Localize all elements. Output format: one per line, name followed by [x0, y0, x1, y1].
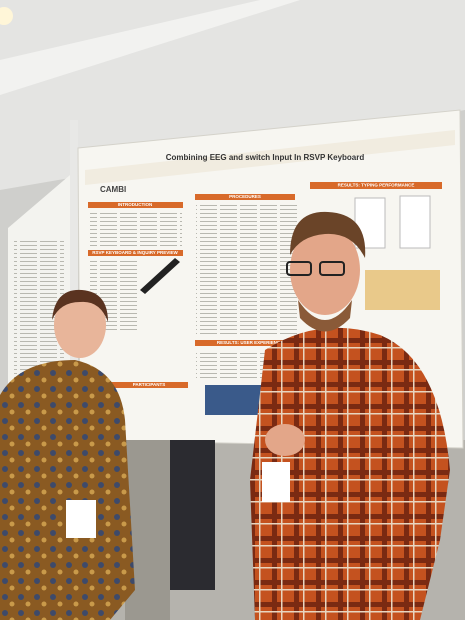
ceiling-light — [0, 7, 13, 25]
man-shirt — [250, 327, 450, 620]
section-title: RESULTS: USER EXPERIENCE — [217, 340, 283, 345]
poster-logo: CAMBI — [100, 185, 126, 194]
section-header — [195, 340, 305, 346]
glasses — [286, 261, 312, 276]
poster-title: Combining EEG and switch Input In RSVP K… — [166, 153, 365, 162]
name-badge — [66, 500, 96, 538]
section-title: RESULTS: TYPING PERFORMANCE — [338, 183, 415, 188]
poster-figure — [140, 258, 180, 294]
poster-table — [365, 270, 440, 310]
section-header — [88, 202, 183, 208]
poster-text — [196, 204, 300, 334]
man-hand — [265, 424, 305, 456]
poster-chart — [399, 195, 431, 249]
man-beard — [298, 300, 352, 332]
section-header — [88, 250, 183, 256]
pole — [70, 120, 78, 440]
section-header — [310, 182, 442, 189]
man-face — [290, 225, 360, 315]
woman-face — [54, 292, 106, 358]
man-hair — [290, 211, 366, 258]
section-title: PROCEDURES — [229, 194, 261, 199]
section-title: PARTICIPANTS — [133, 382, 166, 387]
woman-hair — [52, 289, 108, 322]
section-header — [110, 382, 188, 388]
poster-title-band — [85, 130, 455, 185]
light-beam — [0, 0, 300, 95]
section-title: RSVP KEYBOARD & INQUIRY PREVIEW — [92, 250, 178, 255]
section-header — [195, 194, 295, 200]
woman-dress — [0, 360, 135, 620]
name-badge — [262, 462, 290, 502]
background-person — [170, 440, 215, 590]
section-title: INTRODUCTION — [118, 202, 153, 207]
poster-text — [90, 212, 182, 246]
glasses — [319, 261, 345, 276]
